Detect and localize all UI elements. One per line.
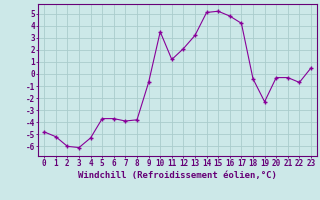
X-axis label: Windchill (Refroidissement éolien,°C): Windchill (Refroidissement éolien,°C) xyxy=(78,171,277,180)
